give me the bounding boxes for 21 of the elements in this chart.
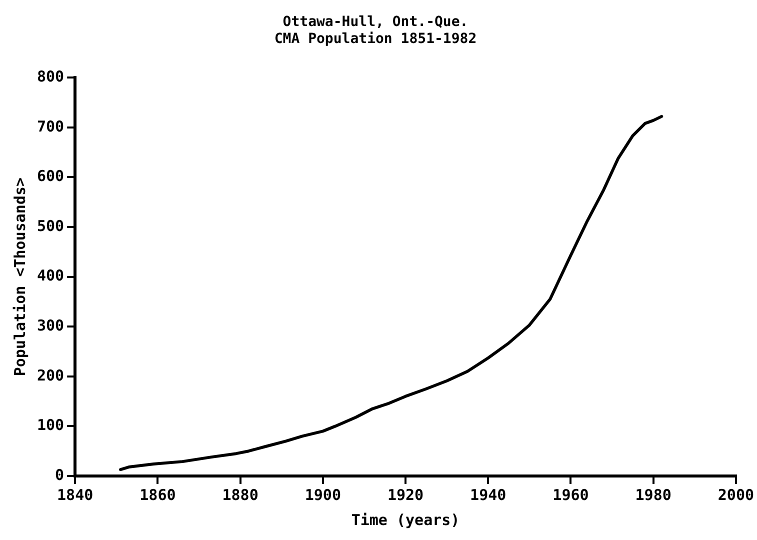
chart-title: Ottawa-Hull, Ont.-Que. CMA Population 1851-1982 — [274, 14, 477, 47]
x-tick-label: 1940 — [470, 486, 506, 504]
y-tick-label: 400 — [37, 266, 64, 285]
y-tick-label: 200 — [37, 366, 64, 384]
y-tick-label: 100 — [37, 416, 64, 434]
x-tick-label: 1920 — [387, 486, 424, 504]
y-tick-label: 0 — [55, 466, 64, 484]
y-tick-label: 500 — [37, 216, 64, 235]
x-tick-label: 1840 — [57, 486, 94, 504]
y-tick-label: 600 — [37, 167, 64, 186]
x-tick-label: 2000 — [718, 486, 754, 504]
x-tick-label: 1980 — [635, 486, 672, 504]
x-tick-label: 1900 — [304, 486, 341, 504]
y-tick-label: 800 — [37, 67, 64, 86]
x-tick-label: 1860 — [140, 486, 176, 504]
x-tick-label: 1960 — [552, 486, 589, 504]
y-tick-label: 300 — [37, 316, 64, 334]
y-tick-label: 700 — [37, 117, 64, 136]
x-tick-label: 1880 — [222, 486, 258, 504]
y-axis-title: Population <Thousands> — [10, 177, 29, 376]
x-axis-title: Time (years) — [351, 510, 460, 529]
